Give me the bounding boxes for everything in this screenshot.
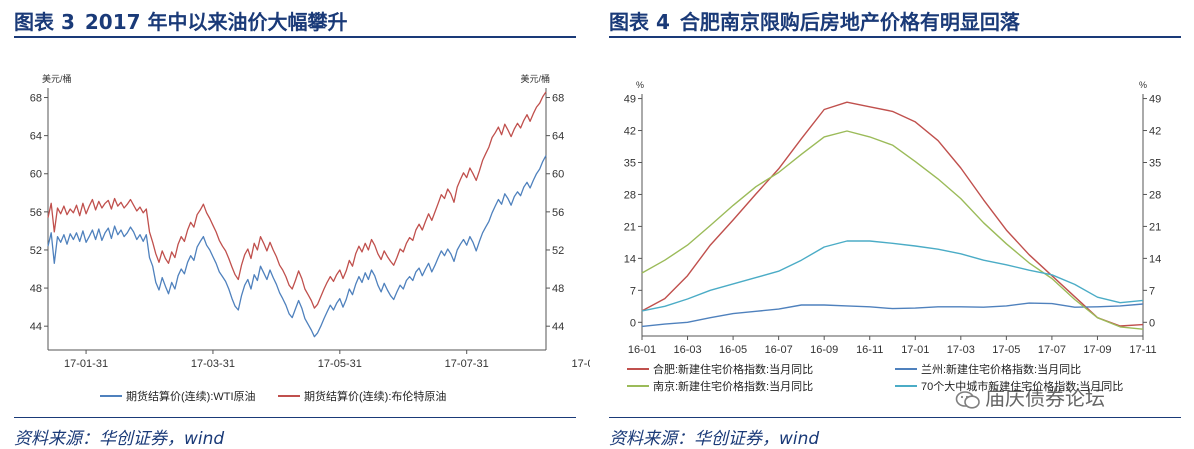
y-tick-label-left: 68 (30, 93, 42, 105)
figure-3-label: 图表 3 (14, 10, 75, 34)
y-tick-label-right: 64 (552, 131, 564, 143)
x-tick-label: 17-07-31 (445, 358, 489, 370)
legend-label-2: 期货结算价(连续):布伦特原油 (304, 389, 446, 403)
watermark-text: 庙庆债券论坛 (985, 386, 1105, 410)
y-tick-label-left: 14 (624, 253, 636, 265)
housing-price-chart: % % 0 0 7 7 14 14 21 21 28 28 35 35 42 42 49 49 16-01 16-03… (624, 80, 1162, 393)
figure-4-title: 图表 4 合肥南京限购后房地产价格有明显回落 (609, 6, 1030, 35)
y-tick-label-left: 64 (30, 131, 42, 143)
y-tick-label-right: 35 (1149, 157, 1161, 169)
y-tick-label-right: 68 (552, 93, 564, 105)
y-tick-label-right: 56 (552, 207, 564, 219)
x-tick-label: 17-03-31 (191, 358, 235, 370)
series-line-3 (641, 130, 1144, 330)
x-tick-label: 17-05-31 (318, 358, 362, 370)
y-tick-label-right: 48 (552, 283, 564, 295)
y-tick-label-right: 49 (1149, 94, 1161, 106)
figure-4-title-text: 合肥南京限购后房地产价格有明显回落 (679, 10, 1020, 34)
figure-3-panel: 图表 3 2017 年中以来油价大幅攀升 美元/桶 美元/桶 44 44 48 48 52 52… (0, 0, 590, 449)
x-tick-label: 16-09 (810, 344, 838, 356)
x-tick-label: 17-03 (947, 344, 975, 356)
figure-4-label: 图表 4 (609, 10, 670, 34)
series-line-1 (47, 155, 547, 338)
legend-label-2: 兰州:新建住宅价格指数:当月同比 (921, 362, 1081, 376)
y-tick-label-right: 60 (552, 169, 564, 181)
y-tick-label-left: 0 (630, 317, 636, 329)
y-tick-label-right: 0 (1149, 317, 1155, 329)
x-tick-label: 17-11 (1129, 344, 1156, 356)
y-unit-left: 美元/桶 (42, 73, 72, 84)
legend-label-3: 南京:新建住宅价格指数:当月同比 (653, 379, 813, 393)
figure-4-bottom-rule (609, 417, 1181, 418)
y-tick-label-left: 42 (624, 126, 636, 138)
y-tick-label-right: 52 (552, 245, 564, 257)
y-unit-right: 美元/桶 (520, 73, 550, 84)
x-tick-label: 17-09-30 (572, 358, 590, 370)
x-tick-label: 17-07 (1038, 344, 1066, 356)
y-unit-left: % (636, 80, 644, 90)
y-tick-label-left: 49 (624, 94, 636, 106)
series-line-4 (641, 240, 1144, 312)
y-tick-label-right: 7 (1149, 285, 1155, 297)
figure-4-panel: 图表 4 合肥南京限购后房地产价格有明显回落 %% 0 0 7 7 14 14 21 21 28 28… (605, 0, 1194, 449)
oil-price-chart: 美元/桶 美元/桶 44 44 48 48 52 52 56 56 60 60 64 64 68 68 17-0… (30, 73, 590, 403)
figure-4-top-rule (609, 36, 1181, 38)
series-line-1 (641, 101, 1144, 327)
y-tick-label-left: 35 (624, 157, 636, 169)
series-line-2 (641, 302, 1144, 328)
legend-label-4: 70个大中城市新建住宅价格指数:当月同比 (921, 379, 1123, 393)
y-tick-label-left: 48 (30, 283, 42, 295)
watermark: 庙庆债券论坛 (955, 382, 1105, 411)
y-tick-label-left: 28 (624, 189, 636, 201)
series-line-2 (47, 91, 547, 309)
y-tick-label-right: 28 (1149, 189, 1161, 201)
y-tick-label-left: 56 (30, 207, 42, 219)
figure-4-source: 资料来源：华创证券，wind (609, 429, 820, 449)
wechat-icon (955, 390, 980, 409)
figure-3-source: 资料来源：华创证券，wind (14, 429, 225, 449)
y-tick-label-left: 60 (30, 169, 42, 181)
figure-3-title-text: 2017 年中以来油价大幅攀升 (84, 10, 348, 34)
y-tick-label-left: 44 (30, 321, 42, 333)
y-tick-label-left: 7 (630, 285, 636, 297)
legend-label-1: 合肥:新建住宅价格指数:当月同比 (653, 362, 813, 376)
figure-3-bottom-rule (14, 417, 576, 418)
x-tick-label: 17-01 (901, 344, 929, 356)
x-tick-label: 16-07 (765, 344, 793, 356)
legend-label-1: 期货结算价(连续):WTI原油 (126, 389, 256, 403)
y-tick-label-left: 21 (624, 221, 636, 233)
y-tick-label-right: 44 (552, 321, 564, 333)
y-tick-label-right: 42 (1149, 126, 1161, 138)
x-tick-label: 17-09 (1083, 344, 1111, 356)
x-tick-label: 16-03 (673, 344, 701, 356)
x-tick-label: 16-01 (628, 344, 656, 356)
y-unit-right: % (1139, 80, 1147, 90)
y-tick-label-right: 21 (1149, 221, 1161, 233)
y-tick-label-right: 14 (1149, 253, 1161, 265)
x-tick-label: 16-05 (719, 344, 747, 356)
figure-3-title: 图表 3 2017 年中以来油价大幅攀升 (14, 6, 358, 35)
y-tick-label-left: 52 (30, 245, 42, 257)
x-tick-label: 17-01-31 (64, 358, 108, 370)
figure-3-top-rule (14, 36, 576, 38)
x-tick-label: 17-05 (992, 344, 1020, 356)
x-tick-label: 16-11 (856, 344, 883, 356)
